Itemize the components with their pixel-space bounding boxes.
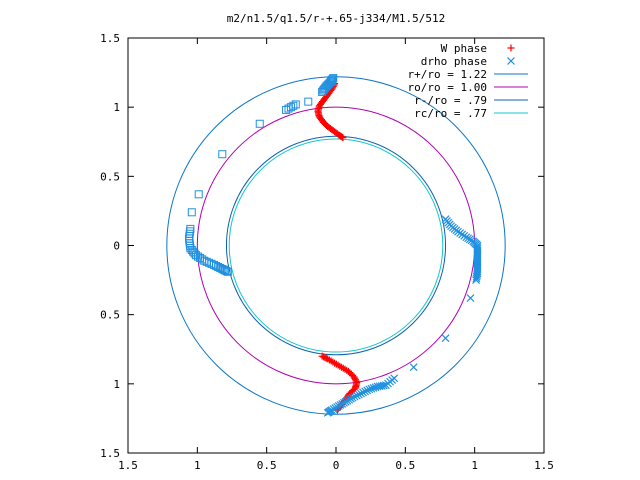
legend-label: ro/ro = 1.00 <box>408 81 487 94</box>
legend-label: drho phase <box>421 55 487 68</box>
x-tick-label: 1 <box>471 459 478 472</box>
data-point <box>323 408 332 417</box>
data-point <box>441 334 450 343</box>
legend-label: r-/ro = .79 <box>414 94 487 107</box>
data-point <box>194 252 203 261</box>
data-point <box>367 384 376 393</box>
data-point <box>322 354 330 362</box>
y-tick-label: 1 <box>113 101 120 114</box>
data-points <box>185 74 482 417</box>
tick-labels: 1.5 1 0.5 0 0.5 1 1.51.510.500.511.5 <box>100 32 554 472</box>
data-point <box>472 276 480 285</box>
data-point <box>286 103 295 112</box>
data-point <box>255 119 264 128</box>
data-point <box>361 387 370 396</box>
series-2 <box>323 215 482 417</box>
data-point <box>357 389 365 398</box>
data-point <box>223 267 232 276</box>
y-tick-label: 1.5 <box>100 32 120 45</box>
data-point <box>371 383 380 392</box>
circle-3 <box>225 135 447 356</box>
data-point <box>472 274 481 283</box>
series-1 <box>314 80 361 414</box>
x-tick-label: 1.5 <box>118 459 138 472</box>
x-tick-label: 1 <box>194 459 201 472</box>
y-tick-label: 0 <box>113 240 120 253</box>
circle-2 <box>196 106 476 385</box>
data-point <box>373 382 382 391</box>
data-point <box>284 104 293 113</box>
legend-symbol <box>507 57 515 65</box>
x-tick-label: 0 <box>333 459 340 472</box>
y-tick-label: 0.5 <box>100 309 120 322</box>
data-point <box>194 190 203 199</box>
data-point <box>221 266 230 275</box>
data-point <box>218 150 227 159</box>
chart-title: m2/n1.5/q1.5/r-+.65-j334/M1.5/512 <box>227 12 446 25</box>
data-point <box>219 265 228 274</box>
data-point <box>291 100 300 109</box>
data-point <box>304 97 313 106</box>
y-tick-label: 1.5 <box>100 447 120 460</box>
data-point <box>187 208 196 217</box>
legend-symbol <box>507 44 515 52</box>
data-point <box>352 391 361 400</box>
data-point <box>350 392 359 401</box>
series-3 <box>185 74 338 276</box>
legend-label: r+/ro = 1.22 <box>408 68 487 81</box>
data-point <box>369 384 378 392</box>
data-point <box>282 105 291 114</box>
circle-4 <box>228 138 444 353</box>
data-point <box>365 385 374 394</box>
x-tick-label: 0.5 <box>395 459 415 472</box>
data-point <box>320 85 329 94</box>
data-point <box>222 267 231 276</box>
data-point <box>466 294 475 302</box>
data-point <box>218 265 227 274</box>
y-tick-label: 1 <box>113 378 120 391</box>
data-point <box>354 390 363 399</box>
data-point <box>289 101 298 110</box>
y-tick-label: 0.5 <box>100 170 120 183</box>
legend-label: rc/ro = .77 <box>414 107 487 120</box>
x-tick-label: 0.5 <box>257 459 277 472</box>
data-point <box>191 251 200 260</box>
legend-label: W phase <box>441 42 487 55</box>
data-point <box>363 386 372 395</box>
data-point <box>318 87 327 96</box>
tick-marks <box>127 37 545 454</box>
data-point <box>359 388 367 397</box>
x-tick-label: 1.5 <box>534 459 554 472</box>
data-point <box>409 363 418 372</box>
data-point <box>319 86 328 95</box>
